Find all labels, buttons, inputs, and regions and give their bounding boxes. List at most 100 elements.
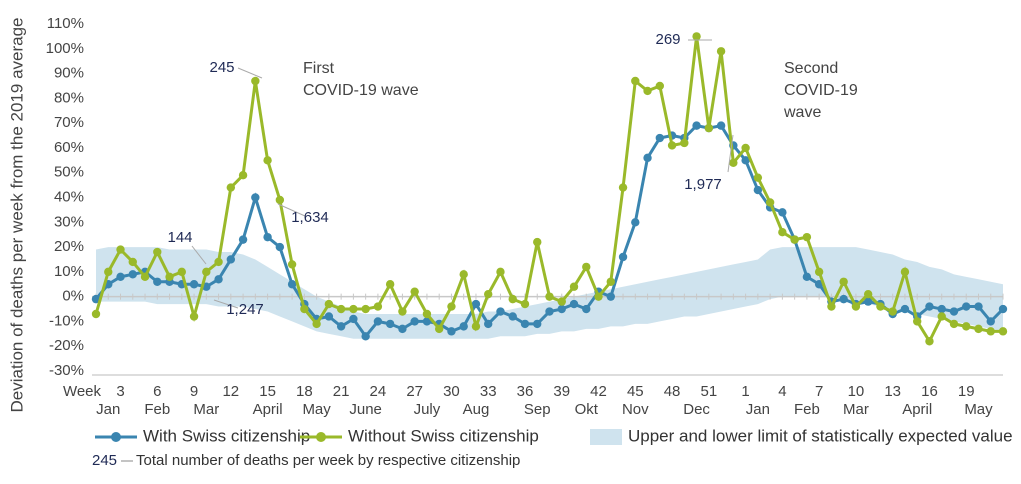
point [533, 237, 542, 247]
point [238, 235, 248, 244]
point [729, 158, 738, 167]
point [998, 327, 1008, 336]
point [251, 76, 260, 86]
y-tick-label: 40% [54, 188, 84, 205]
point [459, 270, 468, 279]
point [716, 121, 726, 130]
x-tick-label: 45 [627, 383, 644, 400]
y-tick-label: 0% [62, 288, 84, 305]
point [324, 299, 334, 309]
point [104, 267, 113, 277]
point [900, 267, 910, 277]
point [692, 32, 701, 41]
month-label: Sep [524, 401, 551, 418]
y-tick-label: 110% [47, 15, 84, 32]
point [287, 260, 297, 269]
month-label: Mar [193, 401, 219, 418]
point [876, 302, 885, 311]
x-tick-label: 21 [333, 383, 350, 400]
x-tick-label: 42 [590, 383, 607, 400]
point [569, 282, 579, 291]
leader-line [191, 245, 207, 265]
point [545, 292, 554, 301]
point [300, 304, 309, 314]
point [704, 123, 714, 133]
point [937, 304, 946, 314]
point [986, 317, 995, 326]
point [251, 193, 260, 202]
legend-label: Without Swiss citizenship [348, 426, 539, 445]
point [471, 299, 481, 309]
point [349, 304, 358, 314]
point [765, 198, 775, 207]
point [692, 121, 701, 130]
point [655, 133, 665, 143]
wave-label: COVID-19 wave [303, 82, 419, 99]
point [520, 319, 530, 329]
point [974, 324, 983, 334]
point [545, 307, 554, 316]
x-tick-label: 19 [958, 383, 975, 400]
point [91, 294, 101, 304]
legend-marker [111, 432, 121, 442]
point [606, 292, 615, 301]
point [128, 270, 137, 279]
point [925, 337, 934, 346]
point [802, 232, 812, 242]
month-label: Feb [144, 401, 170, 418]
point [716, 47, 726, 56]
point [814, 267, 824, 277]
point [533, 319, 542, 329]
point [471, 322, 481, 331]
point [398, 307, 407, 316]
point [557, 297, 566, 306]
point [618, 252, 628, 262]
point [949, 307, 959, 316]
point [324, 312, 334, 321]
point [851, 302, 861, 311]
x-tick-label: 48 [664, 383, 681, 400]
x-tick-label: 1 [741, 383, 749, 400]
point [336, 322, 346, 331]
point [214, 275, 223, 284]
point [398, 324, 407, 334]
point [361, 304, 370, 314]
point [949, 319, 959, 329]
y-tick-label: -10% [49, 312, 84, 329]
x-tick-label: 10 [848, 383, 865, 400]
point [189, 312, 199, 321]
x-tick-label: 30 [443, 383, 460, 400]
point [410, 287, 419, 296]
point [962, 322, 971, 331]
point [680, 138, 689, 148]
wave-label: COVID-19 [784, 82, 858, 99]
point [888, 307, 897, 316]
month-label: May [302, 401, 331, 418]
point [434, 324, 444, 334]
point [385, 280, 395, 289]
point [275, 242, 285, 252]
point [373, 317, 383, 326]
point [606, 277, 615, 286]
point [741, 143, 750, 153]
point [275, 195, 285, 205]
point [287, 280, 297, 289]
annotation: 1,247 [226, 301, 264, 318]
point [741, 156, 750, 165]
point [594, 292, 603, 301]
x-tick-label: 36 [517, 383, 534, 400]
point [447, 327, 456, 336]
x-tick-label: 6 [153, 383, 161, 400]
y-tick-label: 20% [54, 238, 84, 255]
y-axis-title: Deviation of deaths per week from the 20… [7, 17, 26, 412]
annotation: 1,634 [291, 209, 329, 226]
point [962, 302, 971, 311]
point [827, 302, 836, 311]
annotation: 245 [209, 59, 234, 76]
point [496, 267, 505, 277]
point [913, 317, 922, 326]
point [410, 317, 419, 326]
point [508, 312, 517, 321]
point [643, 153, 652, 163]
point [778, 208, 787, 217]
